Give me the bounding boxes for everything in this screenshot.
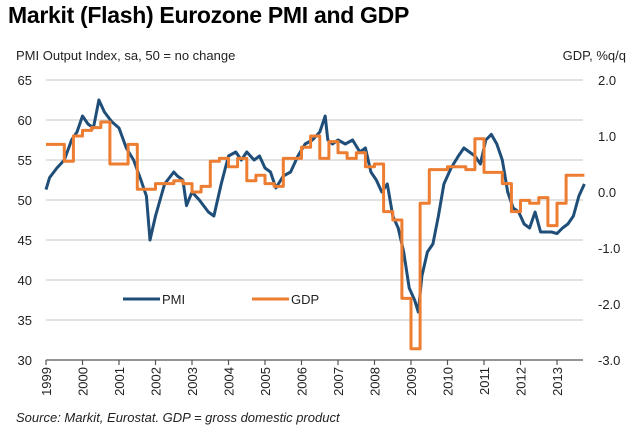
left-axis-label: PMI Output Index, sa, 50 = no change [16, 48, 236, 63]
x-tick-label: 2001 [112, 367, 127, 396]
y-tick-label-left: 35 [18, 313, 32, 328]
gridlines [46, 79, 583, 321]
x-tick-label: 2006 [295, 367, 310, 396]
x-tick-label: 2009 [404, 367, 419, 396]
y-tick-label-right: -1.0 [598, 241, 620, 256]
legend-label-gdp: GDP [291, 292, 319, 307]
x-tick-label: 2010 [441, 367, 456, 396]
legend-label-pmi: PMI [162, 292, 185, 307]
x-tick-label: 2002 [149, 367, 164, 396]
right-y-ticks: 2.0 1.0 0.0 -1.0 -2.0 -3.0 [598, 73, 620, 368]
x-tick-label: 2005 [258, 367, 273, 396]
x-tick-label: 2007 [331, 367, 346, 396]
y-tick-label-left: 60 [18, 113, 32, 128]
x-tick-label: 2003 [185, 367, 200, 396]
series-lines [44, 98, 586, 351]
x-tick-label: 2004 [222, 367, 237, 396]
chart-title: Markit (Flash) Eurozone PMI and GDP [8, 2, 409, 28]
y-tick-label-left: 45 [18, 233, 32, 248]
x-tick-label: 2000 [76, 367, 91, 396]
y-tick-label-left: 65 [18, 73, 32, 88]
y-tick-label-right: 0.0 [598, 185, 616, 200]
y-tick-label-right: -2.0 [598, 297, 620, 312]
series-line-gdp [46, 120, 585, 351]
right-axis-label: GDP, %q/q [562, 48, 626, 63]
y-tick-label-left: 55 [18, 153, 32, 168]
x-tick-label: 2011 [477, 367, 492, 395]
y-tick-label-right: -3.0 [598, 353, 620, 368]
x-tick-label: 2012 [514, 367, 529, 396]
x-tick-label: 2013 [550, 367, 565, 396]
x-tick-label: 2008 [368, 367, 383, 396]
y-tick-label-left: 50 [18, 193, 32, 208]
source-note: Source: Markit, Eurostat. GDP = gross do… [16, 410, 340, 425]
y-tick-label-right: 1.0 [598, 129, 616, 144]
x-tick-label: 1999 [39, 367, 54, 396]
y-tick-label-left: 30 [18, 353, 32, 368]
legend: PMI GDP [123, 292, 319, 307]
y-tick-label-left: 40 [18, 273, 32, 288]
x-axis: 1999 2000 2001 2002 2003 2004 2005 2006 2007 2008… [39, 359, 583, 396]
left-y-ticks: 65 60 55 50 45 40 35 30 [18, 73, 32, 368]
y-tick-label-right: 2.0 [598, 73, 616, 88]
